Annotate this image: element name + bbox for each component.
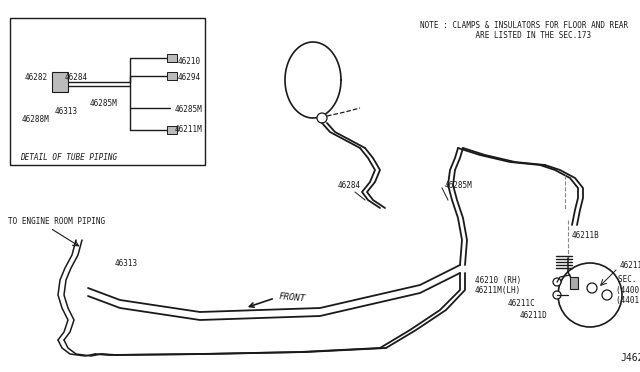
Text: (44011 LH): (44011 LH) [616, 295, 640, 305]
Text: 46285M: 46285M [175, 106, 203, 115]
Text: 46284: 46284 [65, 74, 88, 83]
Text: 46211M(LH): 46211M(LH) [475, 285, 521, 295]
Text: NOTE : CLAMPS & INSULATORS FOR FLOOR AND REAR: NOTE : CLAMPS & INSULATORS FOR FLOOR AND… [420, 20, 628, 29]
Text: 46284: 46284 [338, 180, 361, 189]
Text: 46211M: 46211M [175, 125, 203, 135]
Text: 46210: 46210 [178, 58, 201, 67]
Text: J4620257: J4620257 [620, 353, 640, 363]
Text: 46313: 46313 [115, 259, 138, 267]
Text: 46211B: 46211B [572, 231, 600, 240]
Text: 46211C: 46211C [508, 299, 536, 308]
Text: 46211D: 46211D [520, 311, 548, 320]
Text: TO ENGINE ROOM PIPING: TO ENGINE ROOM PIPING [8, 218, 105, 227]
Bar [167, 72, 177, 80]
Bar [167, 126, 177, 134]
Circle shape [558, 263, 622, 327]
Text: 46313: 46313 [55, 108, 78, 116]
Bar [570, 277, 578, 289]
Text: 46210 (RH): 46210 (RH) [475, 276, 521, 285]
Text: DETAIL OF TUBE PIPING: DETAIL OF TUBE PIPING [20, 153, 117, 161]
Text: FRONT: FRONT [278, 292, 305, 304]
Text: 46288M: 46288M [22, 115, 50, 125]
Circle shape [553, 291, 561, 299]
Text: SEC. 441: SEC. 441 [618, 276, 640, 285]
Text: 46211D: 46211D [620, 260, 640, 269]
Text: 46285M: 46285M [90, 99, 118, 109]
Circle shape [317, 113, 327, 123]
Bar [10, 18, 205, 165]
Text: 46282: 46282 [25, 74, 48, 83]
Circle shape [602, 290, 612, 300]
Text: 46294: 46294 [178, 74, 201, 83]
Bar [52, 72, 68, 92]
Text: 46285M: 46285M [445, 180, 473, 189]
Bar [167, 54, 177, 62]
Text: (44001 RH): (44001 RH) [616, 285, 640, 295]
Circle shape [587, 283, 597, 293]
Circle shape [553, 278, 561, 286]
Text: ARE LISTED IN THE SEC.173: ARE LISTED IN THE SEC.173 [420, 31, 591, 39]
